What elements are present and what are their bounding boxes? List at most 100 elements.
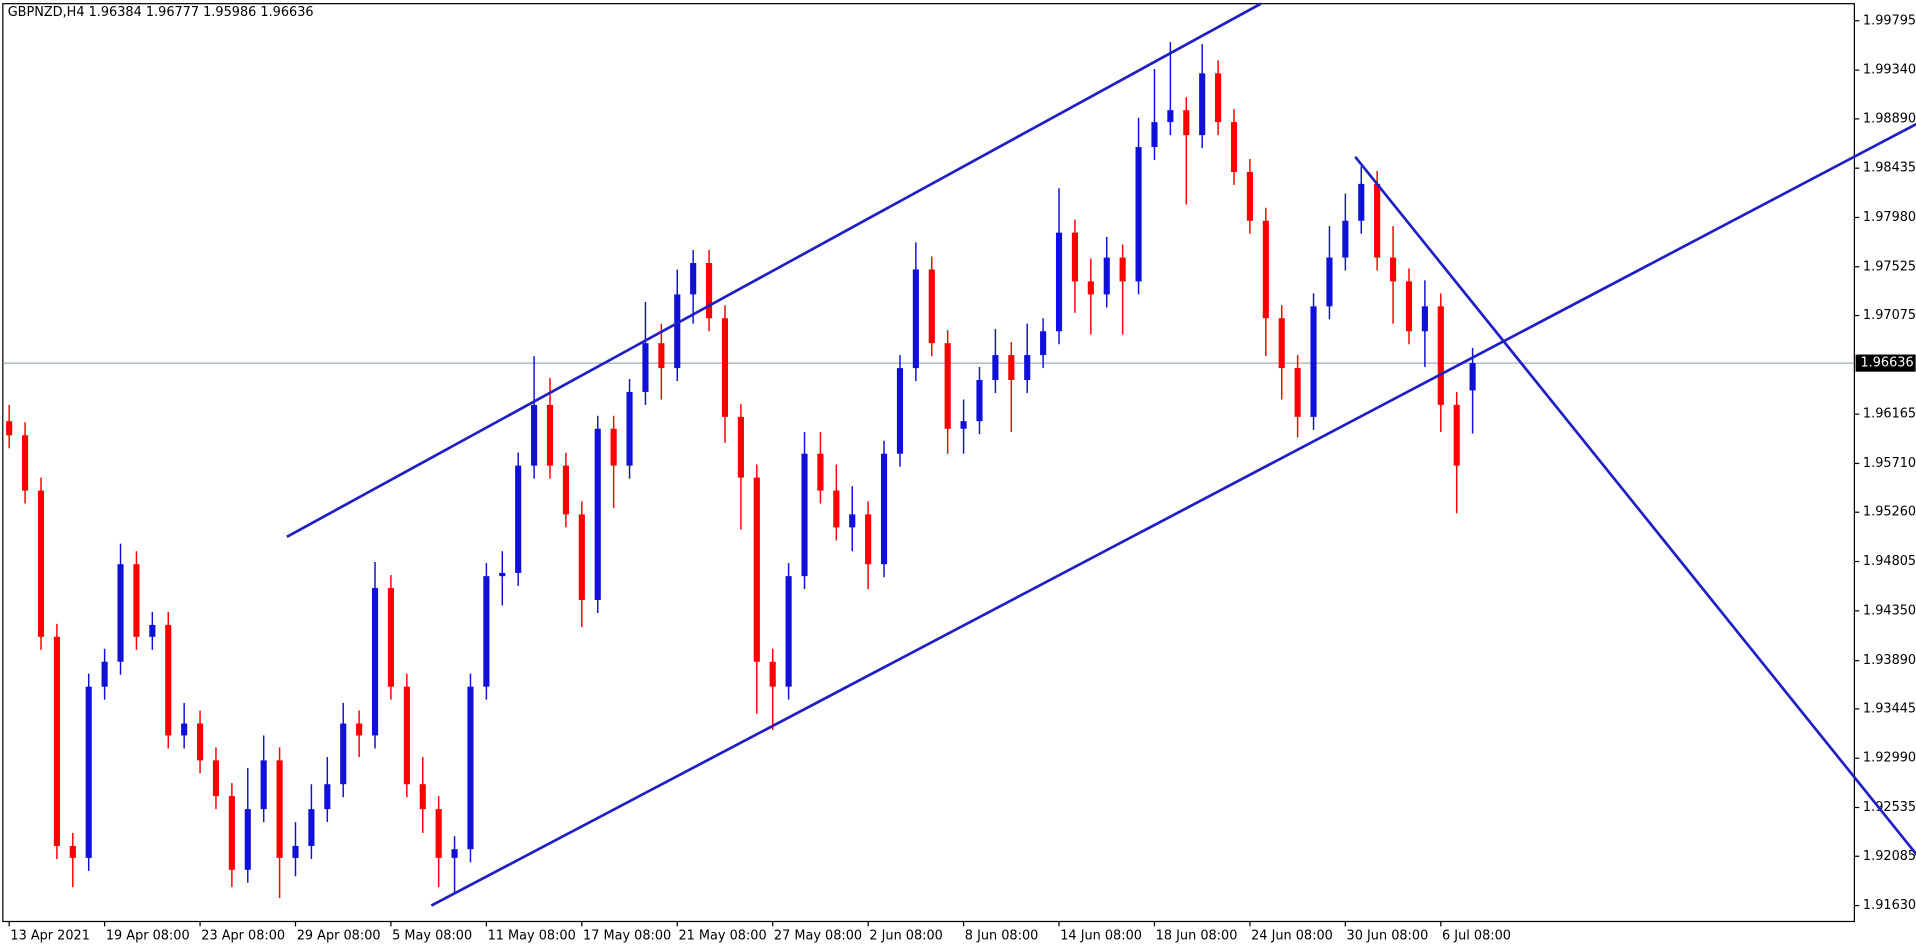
candle-body bbox=[706, 262, 713, 319]
candle-body bbox=[117, 564, 124, 662]
candle-body bbox=[324, 784, 331, 810]
plot-frame bbox=[2, 3, 1855, 923]
x-tick-label: 18 Jun 08:00 bbox=[1156, 929, 1238, 944]
candle-body bbox=[1151, 122, 1158, 148]
y-tick-label: 1.93445 bbox=[1863, 701, 1916, 716]
x-tick-label: 23 Apr 08:00 bbox=[201, 929, 285, 944]
candle-body bbox=[642, 343, 649, 392]
candle-body bbox=[737, 416, 744, 478]
candle-body bbox=[308, 809, 315, 846]
candle-body bbox=[499, 572, 506, 577]
candle-body bbox=[849, 514, 856, 528]
candle-body bbox=[912, 269, 919, 369]
x-tick-label: 21 May 08:00 bbox=[678, 929, 766, 944]
candle-body bbox=[546, 404, 554, 466]
candle-body bbox=[1358, 183, 1365, 221]
candle-body bbox=[658, 343, 665, 369]
y-tick-label: 1.97075 bbox=[1863, 308, 1916, 323]
candle-body bbox=[276, 760, 283, 858]
y-tick-label: 1.98435 bbox=[1863, 161, 1916, 176]
candle-body bbox=[928, 269, 935, 344]
candle-body bbox=[1278, 318, 1285, 369]
candle-body bbox=[451, 849, 458, 858]
candle-body bbox=[1453, 404, 1460, 466]
candle-body bbox=[1087, 281, 1094, 295]
candle-body bbox=[1008, 355, 1015, 381]
x-tick-label: 6 Jul 08:00 bbox=[1442, 929, 1511, 944]
candle-body bbox=[212, 760, 220, 797]
candle-body bbox=[960, 421, 967, 429]
candle-body bbox=[1230, 122, 1238, 172]
candle-body bbox=[85, 686, 92, 858]
candle-body bbox=[340, 723, 347, 785]
candle-body bbox=[1262, 220, 1269, 319]
candle-body bbox=[594, 428, 601, 600]
candle-body bbox=[244, 809, 251, 870]
y-tick-label: 1.99340 bbox=[1863, 63, 1916, 78]
candle-body bbox=[1135, 147, 1142, 282]
x-tick-label: 2 Jun 08:00 bbox=[869, 929, 943, 944]
y-tick-label: 1.99795 bbox=[1863, 13, 1916, 28]
candle-body bbox=[1183, 110, 1190, 136]
x-tick-label: 17 May 08:00 bbox=[583, 929, 671, 944]
candle-body bbox=[1055, 232, 1063, 332]
candle-body bbox=[817, 453, 824, 491]
trendline bbox=[286, 2, 1262, 538]
y-tick-label: 1.97525 bbox=[1863, 259, 1916, 274]
candle-body bbox=[356, 723, 363, 736]
candle-body bbox=[1469, 363, 1476, 391]
candle-body bbox=[833, 490, 840, 528]
x-tick-label: 5 May 08:00 bbox=[392, 929, 472, 944]
y-tick-label: 1.96165 bbox=[1863, 407, 1916, 422]
candle-body bbox=[1199, 73, 1206, 136]
candle-body bbox=[133, 564, 140, 637]
candle-body bbox=[1310, 306, 1317, 417]
candle-body bbox=[1167, 110, 1174, 123]
candle-body bbox=[53, 636, 60, 846]
candle-body bbox=[1246, 171, 1253, 221]
candle-body bbox=[865, 514, 872, 565]
candle-body bbox=[1421, 306, 1428, 332]
y-tick-label: 1.92535 bbox=[1863, 800, 1916, 815]
x-tick-label: 14 Jun 08:00 bbox=[1060, 929, 1142, 944]
candle-body bbox=[165, 624, 172, 736]
candle-body bbox=[769, 661, 776, 687]
current-price-box bbox=[1855, 354, 1916, 372]
candle-body bbox=[944, 343, 951, 429]
candle-body bbox=[801, 453, 808, 577]
candle-body bbox=[37, 490, 45, 637]
candle-body bbox=[880, 453, 888, 565]
candle-body bbox=[483, 576, 490, 687]
candle-body bbox=[690, 262, 697, 295]
candle-body bbox=[371, 588, 379, 736]
candle-body bbox=[674, 294, 681, 369]
candle-body bbox=[1326, 257, 1333, 307]
candle-body bbox=[149, 624, 156, 637]
candle-body bbox=[785, 576, 792, 687]
y-tick-label: 1.92085 bbox=[1863, 849, 1916, 864]
candle-body bbox=[578, 514, 585, 600]
candle-body bbox=[626, 391, 633, 466]
candle-body bbox=[610, 428, 617, 466]
candle-body bbox=[387, 588, 395, 687]
candle-body bbox=[403, 686, 410, 785]
y-tick-label: 1.94805 bbox=[1863, 554, 1916, 569]
candle-body bbox=[1215, 73, 1222, 123]
trendline bbox=[1354, 155, 1916, 856]
candle-body bbox=[419, 784, 426, 810]
candle-body bbox=[1405, 281, 1413, 332]
candle-body bbox=[22, 435, 29, 491]
x-tick-label: 24 Jun 08:00 bbox=[1251, 929, 1333, 944]
current-price-label: 1.96636 bbox=[1860, 356, 1913, 371]
y-tick-label: 1.97980 bbox=[1863, 210, 1916, 225]
y-tick-label: 1.95260 bbox=[1863, 505, 1916, 520]
candle-body bbox=[1342, 220, 1349, 258]
y-tick-label: 1.92990 bbox=[1863, 751, 1916, 766]
candle-body bbox=[992, 355, 999, 381]
candle-body bbox=[181, 723, 188, 736]
x-tick-label: 13 Apr 2021 bbox=[10, 929, 90, 944]
y-tick-label: 1.98890 bbox=[1863, 111, 1916, 126]
candle-body bbox=[753, 477, 760, 662]
